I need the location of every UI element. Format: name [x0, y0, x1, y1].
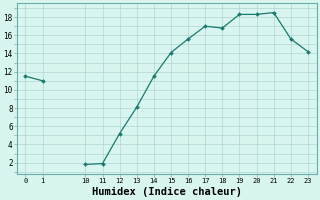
- X-axis label: Humidex (Indice chaleur): Humidex (Indice chaleur): [92, 186, 242, 197]
